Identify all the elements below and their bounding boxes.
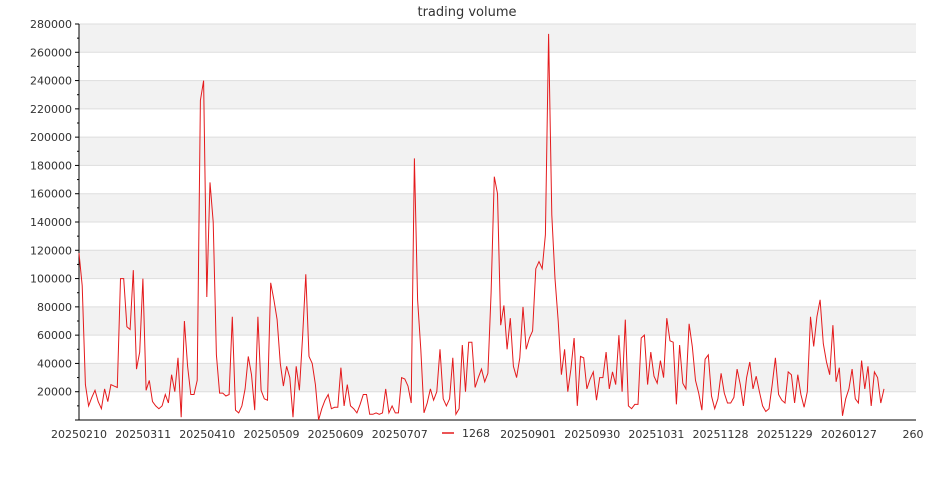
chart-title: trading volume <box>417 5 516 20</box>
x-tick-label: 260 <box>903 428 924 441</box>
y-tick-label: 200000 <box>30 131 72 144</box>
y-tick-label: 240000 <box>30 75 72 88</box>
grid-band <box>79 137 916 166</box>
y-tick-label: 140000 <box>30 216 72 229</box>
x-tick-label: 20250210 <box>51 428 107 441</box>
y-tick-label: 260000 <box>30 46 72 59</box>
x-tick-label: 20251229 <box>757 428 813 441</box>
grid-band <box>79 250 916 279</box>
legend: 1268 <box>430 423 500 440</box>
y-tick-label: 60000 <box>37 329 72 342</box>
x-tick-label: 20250311 <box>115 428 171 441</box>
y-tick-label: 280000 <box>30 18 72 31</box>
grid-band <box>79 363 916 392</box>
grid-band <box>79 80 916 109</box>
grid-band <box>79 24 916 53</box>
x-tick-label: 20251031 <box>628 428 684 441</box>
x-tick-label: 20250707 <box>372 428 428 441</box>
y-axis-ticks: 20000 40000 60000 80000 100000 120000 140000 16… <box>30 18 79 421</box>
grid-lines <box>79 23 916 393</box>
y-tick-label: 40000 <box>37 357 72 370</box>
y-tick-label: 120000 <box>30 244 72 257</box>
x-tick-label: 20250609 <box>308 428 364 441</box>
x-tick-label: 20250901 <box>500 428 556 441</box>
series-line-1268 <box>78 33 885 421</box>
x-tick-label: 20250410 <box>179 428 235 441</box>
grid-band <box>79 306 916 336</box>
legend-background <box>430 423 500 439</box>
x-tick-label: 20251128 <box>693 428 749 441</box>
x-tick-label: 20260127 <box>821 428 877 441</box>
legend-label: 1268 <box>462 427 490 440</box>
y-tick-label: 180000 <box>30 159 72 172</box>
y-tick-label: 220000 <box>30 103 72 116</box>
series-layer <box>78 33 885 421</box>
y-tick-label: 100000 <box>30 273 72 286</box>
x-tick-label: 20250930 <box>564 428 620 441</box>
x-tick-label: 20250509 <box>243 428 299 441</box>
y-tick-label: 20000 <box>37 386 72 399</box>
y-tick-label: 80000 <box>37 301 72 314</box>
y-tick-label: 160000 <box>30 188 72 201</box>
